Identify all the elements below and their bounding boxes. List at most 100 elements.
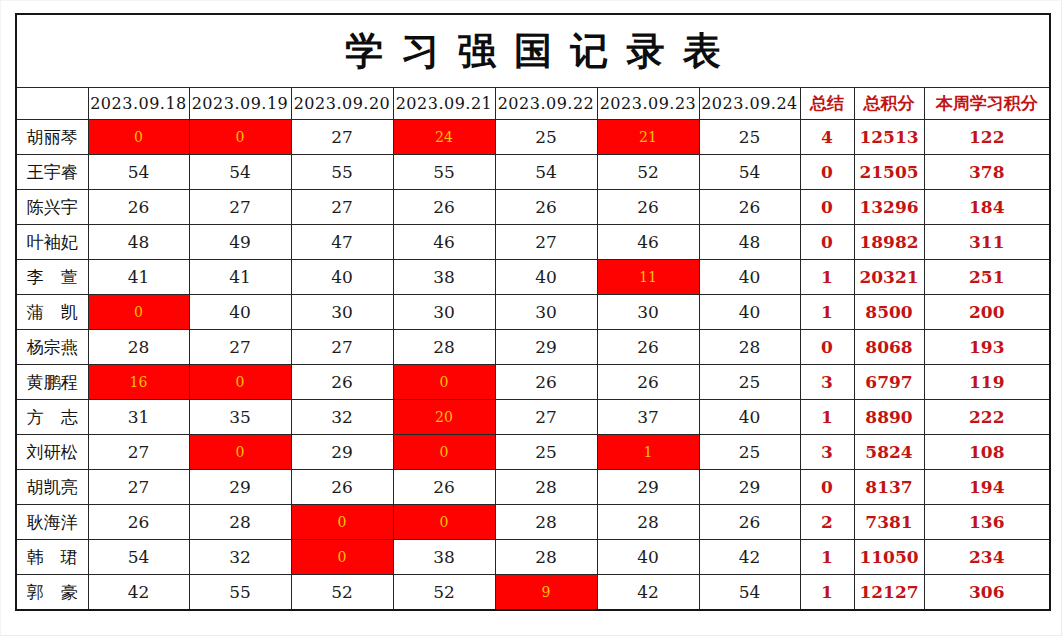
week-cell: 136 — [924, 505, 1050, 540]
week-cell: 306 — [924, 575, 1050, 611]
table-row: 胡凯亮2729262628292908137194 — [16, 470, 1050, 505]
table-row: 韩 珺5432038284042111050234 — [16, 540, 1050, 575]
day-cell: 0 — [393, 365, 495, 400]
day-cell: 28 — [495, 505, 597, 540]
day-cell: 27 — [495, 400, 597, 435]
name-cell: 胡丽琴 — [16, 120, 88, 155]
table-row: 叶袖妃48494746274648018982311 — [16, 225, 1050, 260]
day-cell: 55 — [189, 575, 291, 611]
day-cell: 29 — [495, 330, 597, 365]
day-cell: 26 — [597, 365, 699, 400]
day-cell: 54 — [495, 155, 597, 190]
day-cell: 26 — [495, 190, 597, 225]
column-header-summary: 总结 — [800, 88, 854, 120]
summary-cell: 1 — [800, 260, 854, 295]
title-row: 学习强国记录表 — [16, 14, 1050, 88]
day-cell: 54 — [88, 155, 189, 190]
day-cell: 28 — [189, 505, 291, 540]
day-cell: 0 — [189, 365, 291, 400]
day-cell: 27 — [291, 190, 393, 225]
column-header-total-points: 总积分 — [854, 88, 924, 120]
week-cell: 222 — [924, 400, 1050, 435]
day-cell: 9 — [495, 575, 597, 611]
week-cell: 122 — [924, 120, 1050, 155]
name-cell: 王宇睿 — [16, 155, 88, 190]
day-cell: 54 — [699, 575, 800, 611]
day-cell: 40 — [291, 260, 393, 295]
table-row: 郭 豪4255525294254112127306 — [16, 575, 1050, 611]
name-cell: 蒲 凯 — [16, 295, 88, 330]
column-header-date-6: 2023.09.23 — [597, 88, 699, 120]
day-cell: 26 — [291, 470, 393, 505]
column-header-date-1: 2023.09.18 — [88, 88, 189, 120]
day-cell: 26 — [393, 190, 495, 225]
day-cell: 42 — [597, 575, 699, 611]
day-cell: 42 — [699, 540, 800, 575]
total-cell: 7381 — [854, 505, 924, 540]
column-header-date-2: 2023.09.19 — [189, 88, 291, 120]
summary-cell: 1 — [800, 540, 854, 575]
day-cell: 26 — [88, 505, 189, 540]
day-cell: 20 — [393, 400, 495, 435]
summary-cell: 0 — [800, 470, 854, 505]
day-cell: 29 — [291, 435, 393, 470]
column-header-date-3: 2023.09.20 — [291, 88, 393, 120]
name-cell: 郭 豪 — [16, 575, 88, 611]
day-cell: 0 — [88, 120, 189, 155]
name-cell: 耿海洋 — [16, 505, 88, 540]
day-cell: 52 — [393, 575, 495, 611]
table-body: 胡丽琴002724252125412513122王宇睿5454555554525… — [16, 120, 1050, 611]
day-cell: 28 — [495, 540, 597, 575]
total-cell: 5824 — [854, 435, 924, 470]
day-cell: 38 — [393, 260, 495, 295]
day-cell: 40 — [699, 400, 800, 435]
day-cell: 0 — [189, 435, 291, 470]
table-row: 李 萱41414038401140120321251 — [16, 260, 1050, 295]
day-cell: 27 — [291, 120, 393, 155]
day-cell: 26 — [597, 330, 699, 365]
name-cell: 韩 珺 — [16, 540, 88, 575]
total-cell: 21505 — [854, 155, 924, 190]
day-cell: 24 — [393, 120, 495, 155]
week-cell: 251 — [924, 260, 1050, 295]
total-cell: 8890 — [854, 400, 924, 435]
day-cell: 0 — [88, 295, 189, 330]
day-cell: 26 — [699, 505, 800, 540]
summary-cell: 0 — [800, 190, 854, 225]
day-cell: 27 — [88, 470, 189, 505]
day-cell: 25 — [699, 365, 800, 400]
day-cell: 21 — [597, 120, 699, 155]
day-cell: 25 — [495, 120, 597, 155]
table-row: 方 志3135322027374018890222 — [16, 400, 1050, 435]
day-cell: 26 — [291, 365, 393, 400]
day-cell: 40 — [597, 540, 699, 575]
week-cell: 311 — [924, 225, 1050, 260]
summary-cell: 1 — [800, 295, 854, 330]
table-row: 耿海洋26280028282627381136 — [16, 505, 1050, 540]
day-cell: 32 — [291, 400, 393, 435]
total-cell: 8137 — [854, 470, 924, 505]
day-cell: 27 — [88, 435, 189, 470]
day-cell: 27 — [189, 190, 291, 225]
day-cell: 27 — [189, 330, 291, 365]
day-cell: 30 — [597, 295, 699, 330]
day-cell: 52 — [597, 155, 699, 190]
day-cell: 35 — [189, 400, 291, 435]
name-cell: 方 志 — [16, 400, 88, 435]
name-cell: 杨宗燕 — [16, 330, 88, 365]
table-header-row: 2023.09.18 2023.09.19 2023.09.20 2023.09… — [16, 88, 1050, 120]
column-header-week-points: 本周学习积分 — [924, 88, 1050, 120]
week-cell: 119 — [924, 365, 1050, 400]
spreadsheet-page: 学习强国记录表 2023.09.18 2023.09.19 2023.09.20… — [0, 0, 1062, 636]
day-cell: 26 — [393, 470, 495, 505]
day-cell: 27 — [291, 330, 393, 365]
day-cell: 26 — [699, 190, 800, 225]
day-cell: 0 — [291, 540, 393, 575]
total-cell: 18982 — [854, 225, 924, 260]
table-row: 胡丽琴002724252125412513122 — [16, 120, 1050, 155]
day-cell: 1 — [597, 435, 699, 470]
day-cell: 40 — [699, 260, 800, 295]
summary-cell: 3 — [800, 365, 854, 400]
day-cell: 37 — [597, 400, 699, 435]
day-cell: 32 — [189, 540, 291, 575]
